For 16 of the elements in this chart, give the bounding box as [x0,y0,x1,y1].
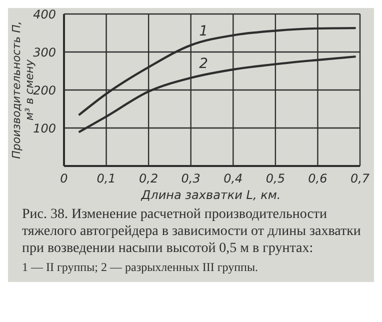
x-tick-label: 0,2 [139,172,158,186]
annotation: 1 [199,24,208,40]
x-tick-label: 0,7 [350,172,370,186]
text: Рис. 38. Изменение расчетной производительности тяжелого автогрейдера в зависимости от длины захватки при возведении насыпи высотой 0,5 м в грунтах: [22,206,362,257]
x-tick-label: 0,1 [96,172,116,186]
y-tick-label: 100 [33,121,56,136]
y-tick-label: 400 [33,7,56,22]
annotation: 2 [199,56,208,72]
x-tick-label: 0,6 [308,172,328,186]
x-tick-label: 0,3 [181,172,200,186]
x-tick-label: 0,4 [224,172,243,186]
x-tick-label: 0 [60,172,68,186]
text: 1 — II группы; 2 — разрыхленных III группы. [22,259,260,276]
x-tick-label: 0,5 [266,172,285,186]
y-tick-label: 200 [33,83,56,98]
x-axis-title: Длина захватки L, км. [140,188,282,202]
